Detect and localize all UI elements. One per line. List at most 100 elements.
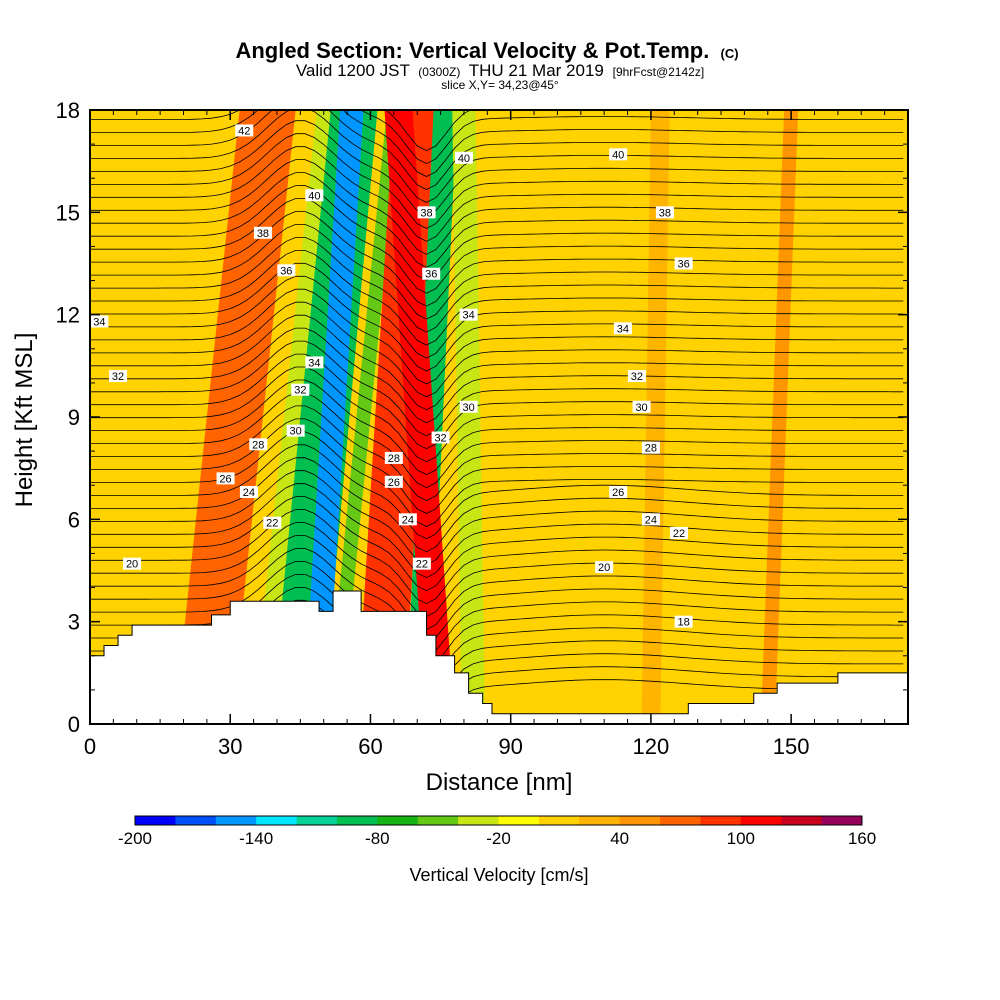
colorbar-swatch-2 <box>215 816 257 825</box>
colorbar-swatch-14 <box>700 816 742 825</box>
isentrope-12 <box>90 483 904 579</box>
contour-label-35: 18 <box>678 617 690 629</box>
contour-label-15: 32 <box>294 385 306 397</box>
contour-label-bg-25 <box>384 475 403 488</box>
colorbar-swatch-8 <box>458 816 499 825</box>
colorbar-tick-label--200: -200 <box>118 829 152 848</box>
contour-label-bg-35 <box>674 615 693 628</box>
contour-label-bg-13 <box>613 322 632 335</box>
contour-label-bg-3 <box>609 148 628 161</box>
isentrope-24 <box>90 327 904 424</box>
contour-label-bg-20 <box>632 400 651 413</box>
contour-label-8: 36 <box>425 269 437 281</box>
isentrope-42 <box>90 110 904 190</box>
contour-label-2: 40 <box>458 153 470 165</box>
y-tick-label-12: 12 <box>56 303 80 328</box>
chart-slice-info: slice X,Y= 34,23@45° <box>441 78 559 92</box>
colorbar-swatch-1 <box>175 816 217 825</box>
isentrope-30 <box>90 250 904 346</box>
isentrope-23 <box>90 340 904 437</box>
x-tick-label-90: 90 <box>498 734 522 759</box>
contour-label-31: 22 <box>416 559 428 571</box>
contour-label-1: 40 <box>308 190 320 202</box>
isentrope-28 <box>90 275 904 372</box>
colorbar-frame <box>134 815 863 826</box>
colorbar-swatch-11 <box>579 816 621 825</box>
colorbar-tick-label--80: -80 <box>365 829 390 848</box>
isentrope-36 <box>90 172 904 268</box>
isentrope-13 <box>90 470 904 566</box>
y-tick-label-3: 3 <box>68 610 80 635</box>
colorbar-swatch-9 <box>498 816 540 825</box>
colorbar-swatch-0 <box>135 816 176 825</box>
colorbar-swatch-5 <box>336 816 378 825</box>
isentrope-29 <box>90 262 904 359</box>
colorbar-tick-label--140: -140 <box>239 829 273 848</box>
isentrope-17 <box>90 418 904 514</box>
contour-label-24: 26 <box>219 473 231 485</box>
isentrope-19 <box>90 392 904 489</box>
isentrope-11 <box>90 496 904 592</box>
contour-label-bg-10 <box>90 315 109 328</box>
contour-label-21: 28 <box>252 439 264 451</box>
isentrope-9 <box>90 522 904 617</box>
x-tick-label-30: 30 <box>218 734 242 759</box>
contour-label-4: 38 <box>257 228 269 240</box>
isentrope-39 <box>90 133 904 229</box>
isentrope-44 <box>90 110 904 165</box>
contour-label-bg-8 <box>422 267 441 280</box>
velocity-band-8 <box>384 110 455 724</box>
isentrope-25 <box>90 314 904 411</box>
contour-label-bg-15 <box>291 383 310 396</box>
colorbar-swatch-4 <box>296 816 338 825</box>
colorbar-swatch-10 <box>538 816 580 825</box>
contour-label-13: 34 <box>617 323 629 335</box>
y-tick-label-0: 0 <box>68 712 80 737</box>
contour-label-bg-9 <box>674 257 693 270</box>
colorbar-swatch-17 <box>821 816 863 825</box>
contour-label-bg-33 <box>123 557 142 570</box>
isentrope-35 <box>90 185 904 281</box>
contour-label-bg-34 <box>595 561 614 574</box>
isentrope-41 <box>90 110 904 203</box>
contour-label-28: 24 <box>402 514 414 526</box>
isentrope-21 <box>90 366 904 463</box>
contour-label-0: 42 <box>238 125 250 137</box>
contour-label-7: 36 <box>280 265 292 277</box>
isentrope-31 <box>90 237 904 333</box>
contour-label-bg-6 <box>655 206 674 219</box>
contour-label-bg-2 <box>454 151 473 164</box>
colorbar-swatch-16 <box>781 816 823 825</box>
contour-label-bg-11 <box>305 356 324 369</box>
isentrope-37 <box>90 159 904 255</box>
contour-label-bg-22 <box>384 451 403 464</box>
contour-label-27: 24 <box>243 487 255 499</box>
contour-label-bg-17 <box>627 370 646 383</box>
isentrope-7 <box>90 548 904 643</box>
contour-label-30: 22 <box>266 518 278 530</box>
contour-label-bg-23 <box>641 441 660 454</box>
colorbar-tick-label-160: 160 <box>848 829 876 848</box>
contour-label-bg-27 <box>239 486 258 499</box>
chart-title: Angled Section: Vertical Velocity & Pot.… <box>235 38 738 63</box>
velocity-band-0 <box>174 110 296 724</box>
colorbar-swatch-15 <box>740 816 782 825</box>
contour-label-17: 32 <box>631 371 643 383</box>
isentrope-15 <box>90 444 904 540</box>
contour-label-bg-16 <box>431 431 450 444</box>
plot-area: 42 40 40 40 38 38 38 36 36 36 34 34 34 34 32 32 32 32 30 30… <box>90 110 908 724</box>
x-axis-title: Distance [nm] <box>426 769 573 796</box>
contour-label-5: 38 <box>420 207 432 219</box>
contour-label-23: 28 <box>645 443 657 455</box>
contour-label-3: 40 <box>612 149 624 161</box>
y-tick-label-9: 9 <box>68 405 80 430</box>
vertical-velocity-field <box>174 110 799 724</box>
chart-subtitle: Valid 1200 JST (0300Z) THU 21 Mar 2019 [… <box>296 61 704 80</box>
contour-label-bg-29 <box>641 513 660 526</box>
isentrope-26 <box>90 301 904 398</box>
isentrope-10 <box>90 509 904 605</box>
colorbar-swatch-13 <box>660 816 701 825</box>
contour-label-bg-32 <box>669 526 688 539</box>
